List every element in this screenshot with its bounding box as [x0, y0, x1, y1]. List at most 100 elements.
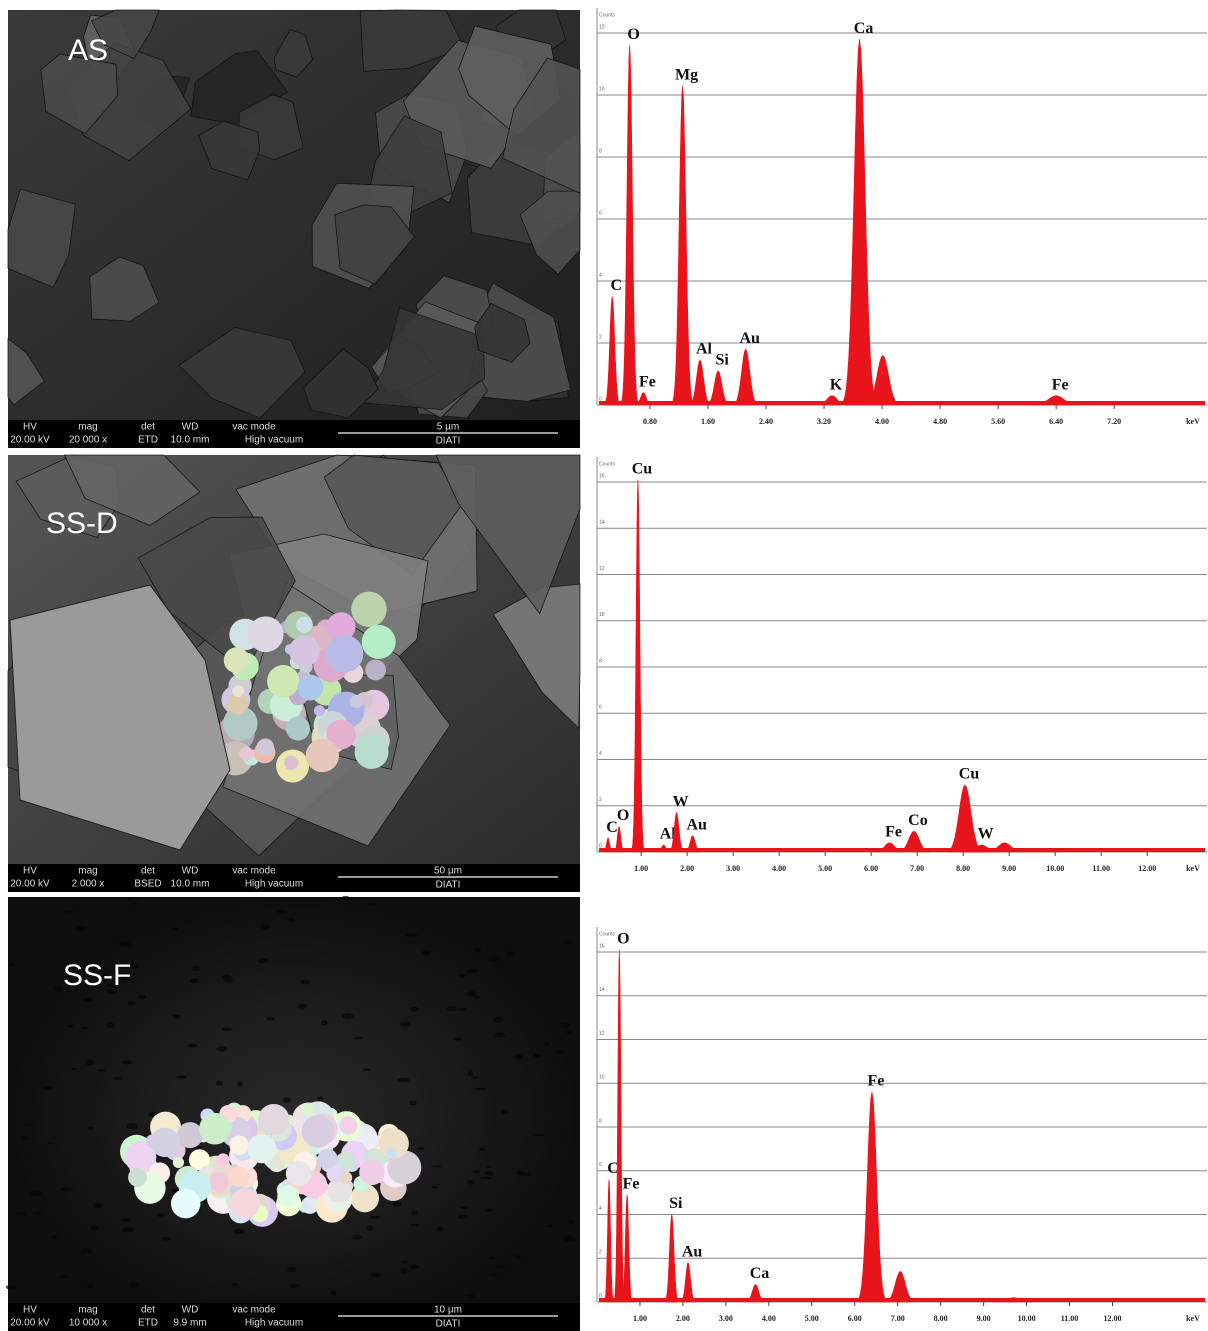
texture — [472, 1170, 481, 1173]
texture — [417, 1147, 425, 1150]
particle — [355, 735, 389, 769]
panel-label: AS — [68, 34, 108, 67]
particle — [171, 1189, 200, 1218]
y-tick-label: 14 — [599, 987, 605, 993]
texture — [29, 1190, 41, 1196]
peak — [690, 360, 711, 405]
texture — [341, 896, 349, 900]
texture — [91, 1225, 99, 1230]
particle — [173, 1157, 184, 1168]
info-header: vac mode — [232, 866, 276, 877]
texture — [126, 1123, 137, 1129]
y-tick-label: 8 — [599, 658, 602, 664]
texture — [465, 1294, 475, 1298]
texture — [411, 1211, 417, 1216]
info-header: WD — [182, 866, 199, 877]
y-axis-label: Counts — [599, 931, 615, 937]
texture — [514, 1255, 522, 1259]
info-value: 10 000 x — [69, 1318, 107, 1329]
texture — [566, 1030, 573, 1034]
peak — [622, 45, 638, 405]
particle — [224, 647, 250, 673]
peak-label: Ca — [750, 1265, 770, 1282]
texture — [547, 1225, 553, 1228]
texture — [363, 1068, 370, 1070]
peak — [707, 371, 729, 405]
texture — [64, 911, 75, 913]
particle — [302, 1115, 334, 1147]
info-value: High vacuum — [245, 1318, 303, 1329]
x-tick-label: 1.00 — [633, 1314, 647, 1323]
x-tick-label: 4.00 — [772, 864, 786, 873]
texture — [563, 940, 573, 944]
texture — [467, 1180, 474, 1185]
texture — [560, 1022, 570, 1028]
info-value: 20.00 kV — [10, 879, 50, 890]
peak — [681, 1263, 695, 1302]
particle — [386, 1148, 397, 1159]
texture — [330, 1290, 336, 1295]
info-value: 9.9 mm — [173, 1318, 206, 1329]
particle — [199, 1113, 231, 1145]
texture — [234, 1229, 245, 1234]
texture — [277, 910, 287, 914]
x-tick-label: 7.00 — [891, 1314, 905, 1323]
y-tick-label: 16 — [599, 943, 605, 949]
particle — [306, 739, 339, 772]
texture — [289, 1284, 300, 1288]
texture — [473, 948, 482, 953]
y-tick-label: 8 — [599, 148, 602, 154]
x-tick-label: 12.00 — [1138, 864, 1156, 873]
texture — [494, 1033, 505, 1037]
texture — [422, 950, 431, 955]
y-tick-label: 2 — [599, 797, 602, 803]
x-tick-label: 9.00 — [1002, 864, 1016, 873]
peak-label: Mg — [675, 66, 698, 83]
info-value: 2 000 x — [72, 879, 105, 890]
texture — [489, 1257, 496, 1260]
x-tick-label: 2.00 — [676, 1314, 690, 1323]
peak — [632, 480, 643, 852]
particle — [277, 1185, 299, 1207]
y-tick-label: 10 — [599, 1075, 605, 1081]
texture — [342, 1013, 353, 1019]
peak-label: Fe — [623, 1175, 640, 1192]
info-value: 10.0 mm — [171, 435, 210, 446]
y-tick-label: 16 — [599, 473, 605, 479]
x-tick-label: 6.40 — [1049, 417, 1063, 426]
texture — [410, 1224, 419, 1226]
x-tick-label: 11.00 — [1092, 864, 1110, 873]
texture — [479, 1148, 486, 1151]
texture — [188, 1044, 197, 1048]
texture — [118, 941, 130, 947]
texture — [406, 933, 417, 937]
particle — [326, 635, 364, 673]
info-header: HV — [23, 1305, 37, 1316]
texture — [6, 1285, 17, 1290]
texture — [87, 1284, 94, 1289]
x-tick-label: 2.40 — [759, 417, 773, 426]
particle — [227, 694, 247, 714]
texture — [484, 1171, 494, 1176]
x-tick-label: 3.20 — [817, 417, 831, 426]
texture — [157, 1213, 165, 1216]
texture — [486, 1165, 492, 1168]
texture — [75, 926, 87, 931]
texture — [432, 1186, 439, 1189]
particle — [339, 1116, 357, 1134]
x-axis-label: keV — [1186, 864, 1200, 873]
texture — [71, 1068, 77, 1070]
particle — [257, 738, 274, 755]
peak-label: O — [617, 930, 629, 947]
info-value: High vacuum — [245, 435, 303, 446]
texture — [431, 1165, 441, 1167]
particle — [286, 1161, 311, 1186]
particle — [318, 1149, 338, 1169]
texture — [533, 1134, 544, 1136]
texture — [59, 1275, 69, 1278]
particle — [177, 1122, 203, 1148]
y-tick-label: 2 — [599, 1250, 602, 1256]
texture — [237, 1081, 243, 1087]
peak-label: K — [830, 376, 843, 393]
particle — [340, 1171, 353, 1184]
